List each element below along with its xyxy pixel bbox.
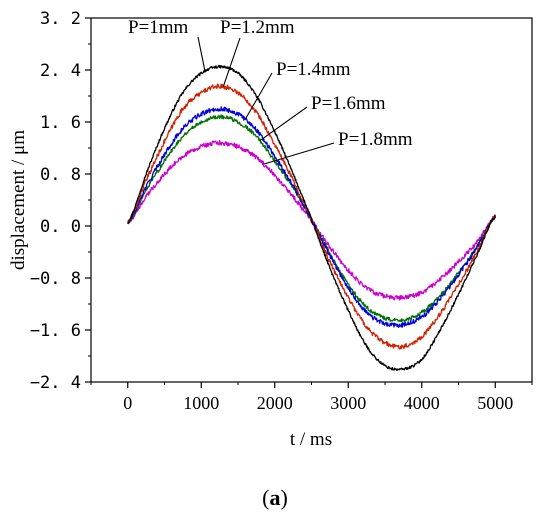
- y-axis-label: displacement / μm: [8, 130, 29, 270]
- x-tick-label: 3000: [330, 393, 366, 413]
- y-tick-label: −2. 4: [30, 373, 81, 393]
- y-tick-label: 1. 6: [40, 113, 81, 133]
- series-layer: [127, 64, 496, 372]
- series-line: [127, 64, 496, 372]
- ticks-layer: 0 1000 2000 3000 4000 5000 −2. 4 −1. 6 −0. 8 0. 0…: [30, 9, 533, 413]
- y-tick-label: 2. 4: [40, 61, 81, 81]
- annotation-label: P=1mm: [128, 17, 189, 38]
- annotation-label: P=1.2mm: [220, 17, 295, 38]
- y-tick-label: −0. 8: [30, 269, 81, 289]
- annotation-layer: P=1mm P=1.2mm P=1.4mm P=1.6mm P=1.8mm: [128, 17, 413, 165]
- y-tick-label: 0. 0: [40, 217, 81, 237]
- x-tick-label: 2000: [257, 393, 293, 413]
- y-tick-label: 0. 8: [40, 165, 81, 185]
- annotation-label: P=1.6mm: [311, 93, 386, 114]
- x-tick-label: 1000: [183, 393, 219, 413]
- annotation-label: P=1.4mm: [276, 59, 351, 80]
- y-tick-label: 3. 2: [40, 9, 81, 29]
- annotation-label: P=1.8mm: [338, 129, 413, 150]
- annotation-leader-line: [263, 142, 335, 165]
- x-tick-label: 4000: [404, 393, 440, 413]
- annotation-leader-line: [222, 37, 241, 87]
- x-tick-label: 5000: [477, 393, 513, 413]
- y-tick-label: −1. 6: [30, 321, 81, 341]
- panel-label: (a): [262, 485, 288, 510]
- annotation-leader-line: [197, 36, 206, 72]
- x-tick-label: 0: [123, 393, 132, 413]
- annotation-leader-line: [244, 72, 273, 120]
- x-axis-label: t / ms: [290, 429, 332, 450]
- annotation-leader-line: [259, 106, 308, 141]
